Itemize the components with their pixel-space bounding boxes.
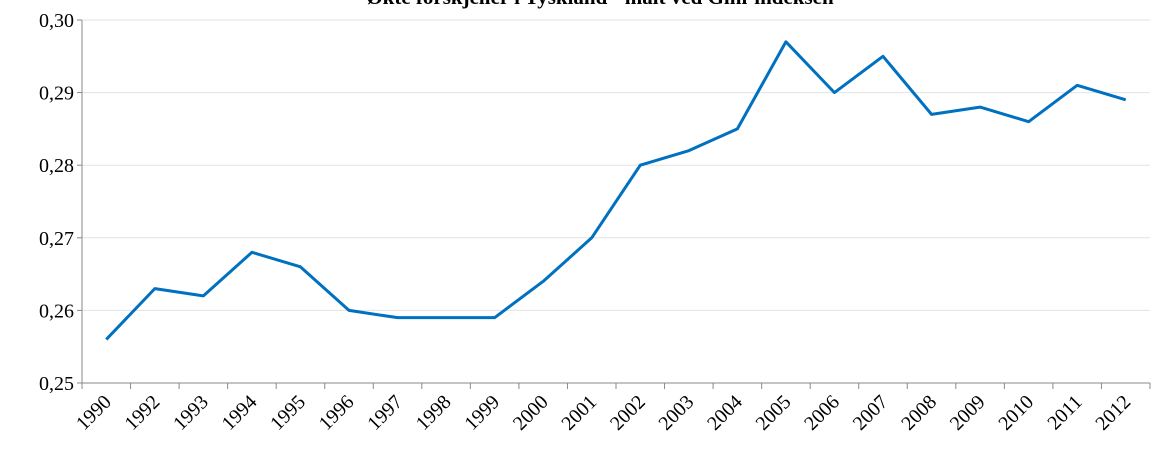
x-tick-label: 1994 — [218, 391, 262, 435]
x-tick-label: 2012 — [1091, 391, 1135, 435]
y-tick-label: 0,26 — [39, 300, 74, 322]
x-tick-label: 2009 — [946, 391, 990, 435]
x-tick-label: 2006 — [800, 391, 844, 435]
data-line — [105, 40, 1127, 341]
x-tick-label: 2005 — [752, 391, 796, 435]
y-tick-label: 0,25 — [39, 373, 74, 395]
y-tick-label: 0,30 — [39, 10, 74, 32]
x-tick-label: 1993 — [169, 391, 213, 435]
chart-title: Økte forskjeller i Tyskland - målt ved G… — [366, 0, 834, 9]
x-tick-label: 1997 — [363, 391, 407, 435]
x-tick-label: 1999 — [460, 391, 504, 435]
y-tick-label: 0,27 — [39, 228, 74, 250]
x-tick-label: 1996 — [315, 391, 359, 435]
x-tick-label: 2011 — [1043, 391, 1086, 434]
x-tick-label: 1992 — [121, 391, 165, 435]
x-tick-label: 1998 — [412, 391, 456, 435]
x-tick-label: 2008 — [897, 391, 941, 435]
x-tick-label: 2001 — [557, 391, 601, 435]
x-tick-label: 2010 — [994, 391, 1038, 435]
x-tick-label: 2007 — [849, 391, 893, 435]
x-tick-label: 2000 — [509, 391, 553, 435]
x-tick-label: 1995 — [266, 391, 310, 435]
x-tick-label: 2003 — [655, 391, 699, 435]
y-tick-label: 0,29 — [39, 83, 74, 105]
x-tick-label: 2004 — [703, 391, 747, 435]
x-tick-label: 2002 — [606, 391, 650, 435]
y-tick-label: 0,28 — [39, 155, 74, 177]
x-tick-label: 1990 — [72, 391, 116, 435]
